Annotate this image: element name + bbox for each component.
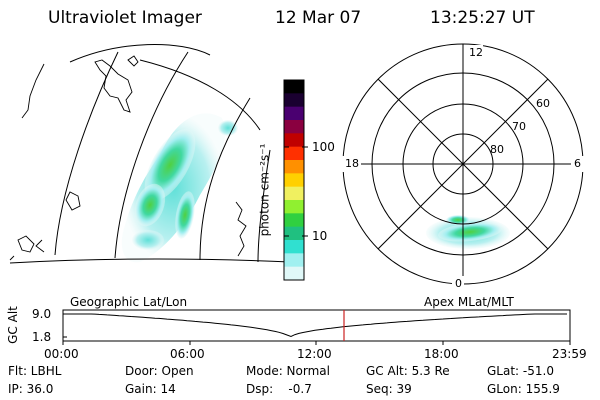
colorbar-swatch xyxy=(284,213,304,228)
geographic-map-caption: Geographic Lat/Lon xyxy=(70,295,188,309)
timeline-plot xyxy=(62,309,571,345)
altitude-curve xyxy=(63,313,567,338)
mlt-label-0: 0 xyxy=(455,277,462,290)
info-gain: Gain: 14 xyxy=(125,382,176,396)
info-ip: IP: 36.0 xyxy=(8,382,54,396)
colorbar-tick-10: 10 xyxy=(312,229,328,243)
instrument-title: Ultraviolet Imager xyxy=(48,8,202,28)
colorbar-tick-100: 100 xyxy=(312,140,335,154)
timeline-xtick-0000: 00:00 xyxy=(44,347,79,361)
polar-plot xyxy=(339,43,585,290)
info-dsp: Dsp: -0.7 xyxy=(246,382,312,396)
colorbar-swatch xyxy=(284,253,304,268)
aurora-emission-geo xyxy=(121,113,238,263)
mlt-label-12: 12 xyxy=(469,46,483,59)
colorbar-ticks xyxy=(284,146,308,237)
colorbar-swatch xyxy=(284,120,304,134)
mlat-label-60: 60 xyxy=(536,97,550,110)
timeline-xtick-1200: 12:00 xyxy=(297,347,332,361)
timeline-xtick-1800: 18:00 xyxy=(424,347,459,361)
colorbar-swatch xyxy=(284,226,304,241)
timeline-ticks xyxy=(62,313,571,345)
aurora-emission-polar xyxy=(426,215,510,249)
colorbar-swatch xyxy=(284,93,304,108)
colorbar-swatch xyxy=(284,146,304,161)
timeline-ytick-bottom: 1.8 xyxy=(32,330,52,344)
colorbar xyxy=(283,79,305,281)
colorbar-unit-label: photon cm⁻²s⁻¹ xyxy=(257,143,272,237)
info-glat: GLat: -51.0 xyxy=(487,364,554,378)
timeline-ytick-top: 9.0 xyxy=(32,307,52,321)
coastlines xyxy=(9,55,247,261)
timeline-xtick-2359: 23:59 xyxy=(552,347,587,361)
colorbar-swatch xyxy=(284,106,304,121)
geographic-map xyxy=(9,44,291,264)
colorbar-swatch xyxy=(284,173,304,188)
colorbar-swatch xyxy=(284,240,304,254)
info-mode: Mode: Normal xyxy=(246,364,330,378)
image-date: 12 Mar 07 xyxy=(275,8,362,28)
colorbar-swatch xyxy=(284,266,304,281)
colorbar-swatch xyxy=(284,80,304,94)
info-flt: Flt: LBHL xyxy=(8,364,62,378)
colorbar-frame xyxy=(283,79,305,281)
timeline-xtick-0600: 06:00 xyxy=(170,347,205,361)
graticule xyxy=(9,44,291,264)
info-seq: Seq: 39 xyxy=(366,382,412,396)
timeline-ylabel: GC Alt xyxy=(5,306,20,344)
colorbar-swatch xyxy=(284,186,304,201)
info-door: Door: Open xyxy=(125,364,194,378)
info-glon: GLon: 155.9 xyxy=(487,382,560,396)
colorbar-swatch xyxy=(284,160,304,174)
polar-map-caption: Apex MLat/MLT xyxy=(424,295,514,309)
colorbar-swatch xyxy=(284,133,304,148)
image-time: 13:25:27 UT xyxy=(430,8,535,28)
mlt-label-6: 6 xyxy=(574,157,581,170)
mlt-label-18: 18 xyxy=(345,157,359,170)
colorbar-swatch xyxy=(284,200,304,214)
mlat-label-80: 80 xyxy=(490,143,504,156)
info-gc-alt: GC Alt: 5.3 Re xyxy=(366,364,450,378)
mlat-label-70: 70 xyxy=(512,120,526,133)
